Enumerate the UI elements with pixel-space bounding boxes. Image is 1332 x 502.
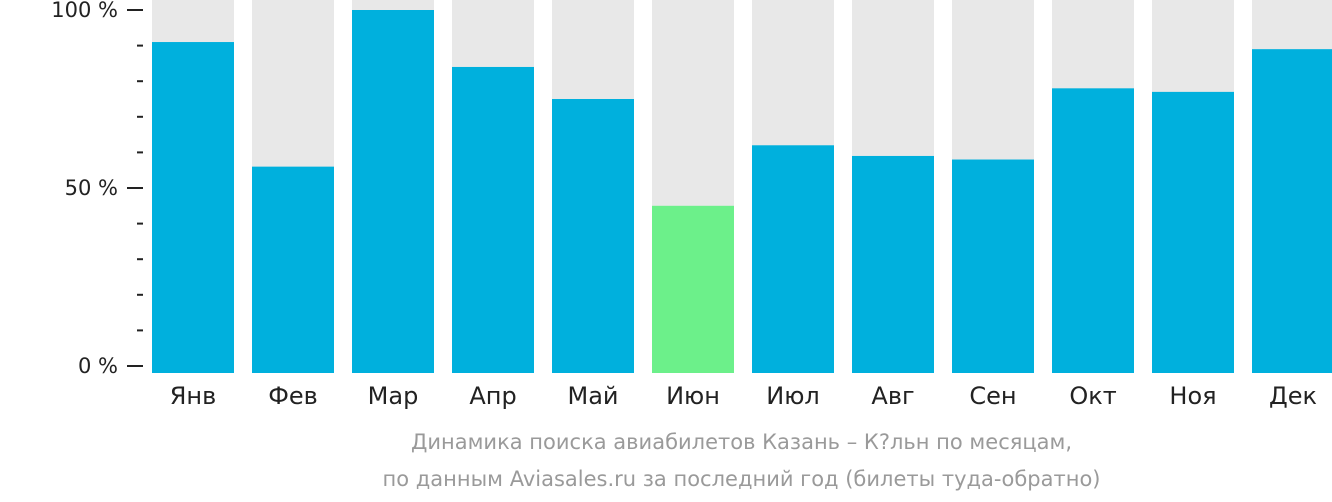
bar [1152, 91, 1234, 373]
x-tick-label: Сен [969, 382, 1016, 410]
bar [852, 155, 934, 373]
bar [352, 10, 434, 373]
x-tick-label: Окт [1069, 382, 1116, 410]
y-tick-label: 50 % [65, 176, 118, 200]
bar [952, 159, 1034, 373]
bar [752, 145, 834, 373]
chart-caption-line-2: по данным Aviasales.ru за последний год … [382, 467, 1101, 491]
x-tick-label: Авг [871, 382, 914, 410]
bar [152, 42, 234, 373]
chart-caption-line-1: Динамика поиска авиабилетов Казань – К?л… [410, 430, 1073, 454]
x-tick-label: Апр [469, 382, 516, 410]
x-tick-label: Ноя [1169, 382, 1216, 410]
bar [1052, 88, 1134, 373]
bar [1252, 49, 1332, 373]
x-tick-label: Май [567, 382, 618, 410]
y-axis: 0 % 50 % 100 % [51, 0, 143, 378]
bar [452, 66, 534, 374]
x-tick-label: Дек [1269, 382, 1317, 410]
x-axis-labels: Янв Фев Мар Апр Май Июн Июл Авг Сен Окт Ноя Дек [170, 382, 1317, 410]
bar-chart: 0 % 50 % 100 % Янв Фев Мар Апр Май Июн Июл Авг Сен… [51, 0, 1332, 410]
x-tick-label: Июл [766, 382, 820, 410]
y-tick-label: 0 % [78, 354, 118, 378]
bar [652, 205, 734, 373]
x-tick-label: Фев [268, 382, 318, 410]
x-tick-label: Мар [368, 382, 419, 410]
y-tick-label: 100 % [51, 0, 118, 22]
x-tick-label: Янв [170, 382, 217, 410]
bar [252, 166, 334, 373]
bar [552, 99, 634, 373]
bars [152, 0, 1332, 374]
x-tick-label: Июн [666, 382, 720, 410]
